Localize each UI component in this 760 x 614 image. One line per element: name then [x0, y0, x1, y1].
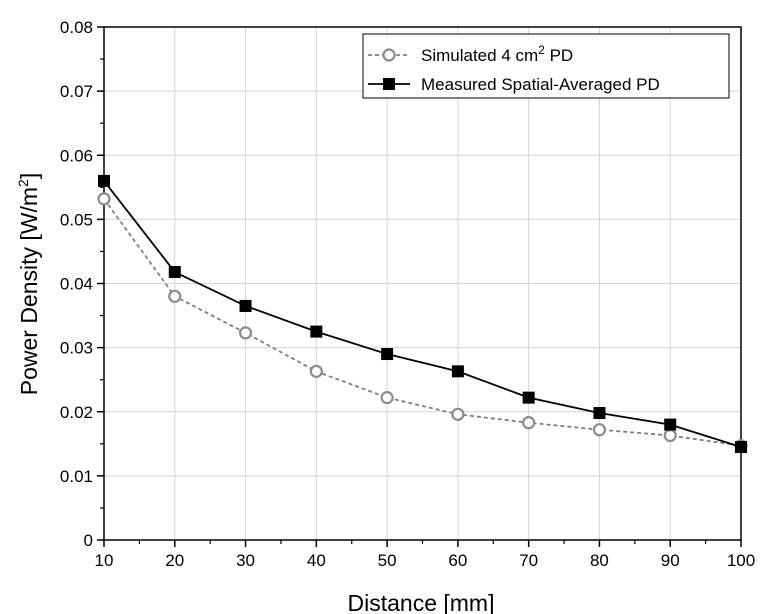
legend-label-simulated-tail: PD — [545, 46, 573, 65]
y-axis-title: Power Density [W/m2] — [15, 173, 42, 396]
data-point-simulated — [309, 364, 323, 378]
data-point-measured — [98, 174, 110, 187]
data-point-simulated — [663, 428, 677, 443]
data-point-measured — [593, 407, 606, 420]
series-line-simulated — [103, 198, 742, 447]
y-tick-label: 0 — [84, 531, 93, 550]
data-point-measured — [239, 299, 252, 312]
data-point-simulated — [522, 416, 536, 430]
legend-label-simulated-superscript: 2 — [538, 43, 545, 57]
x-tick-label: 30 — [236, 551, 255, 570]
data-point-simulated — [380, 391, 394, 405]
y-axis-title-tail: ] — [16, 173, 42, 179]
data-point-measured — [381, 348, 394, 361]
x-tick-label: 60 — [448, 551, 467, 570]
data-point-measured — [168, 265, 181, 278]
data-point-simulated — [451, 407, 465, 421]
y-tick-label: 0.01 — [60, 467, 93, 486]
legend-label-simulated-main: Simulated 4 cm — [421, 46, 538, 65]
x-tick-label: 10 — [95, 551, 114, 570]
data-point-simulated — [97, 192, 111, 206]
x-tick-label: 40 — [307, 551, 326, 570]
y-tick-label: 0.03 — [60, 339, 93, 358]
y-tick-label: 0.06 — [60, 146, 93, 165]
x-tick-label: 20 — [165, 551, 184, 570]
data-point-measured — [522, 391, 535, 404]
legend-label-simulated: Simulated 4 cm2 PD — [421, 43, 573, 65]
x-tick-label: 90 — [661, 551, 680, 570]
legend-box — [362, 33, 730, 99]
x-tick-label: 70 — [519, 551, 538, 570]
series-line-measured — [103, 180, 742, 448]
series-layer — [97, 174, 748, 454]
data-point-measured — [735, 441, 747, 454]
legend-marker-simulated — [382, 48, 396, 62]
tick-labels: 10 20 30 40 50 60 70 80 90 100 0 0.01 0.02 0.03 0.04 0.… — [60, 18, 755, 570]
data-point-simulated — [168, 289, 182, 303]
data-point-measured — [451, 365, 464, 378]
legend: Simulated 4 cm2 PD Measured Spatial-Aver… — [362, 33, 730, 99]
x-tick-label: 50 — [378, 551, 397, 570]
data-point-simulated — [238, 326, 253, 340]
y-axis-title-superscript: 2 — [15, 179, 31, 187]
y-tick-label: 0.04 — [60, 275, 93, 294]
y-tick-label: 0.08 — [60, 18, 93, 37]
data-point-measured — [310, 325, 323, 338]
x-tick-label: 100 — [727, 551, 755, 570]
x-axis-title: Distance [mm] — [348, 590, 495, 614]
legend-marker-measured — [383, 78, 395, 90]
y-tick-label: 0.07 — [60, 82, 93, 101]
axis-ticks — [97, 26, 742, 547]
y-axis-title-main: Power Density [W/m — [16, 187, 42, 395]
y-tick-label: 0.05 — [60, 210, 93, 229]
y-tick-label: 0.02 — [60, 403, 93, 422]
x-tick-label: 80 — [590, 551, 609, 570]
data-point-measured — [664, 418, 677, 431]
data-point-simulated — [592, 423, 607, 437]
legend-label-measured: Measured Spatial-Averaged PD — [421, 75, 660, 94]
